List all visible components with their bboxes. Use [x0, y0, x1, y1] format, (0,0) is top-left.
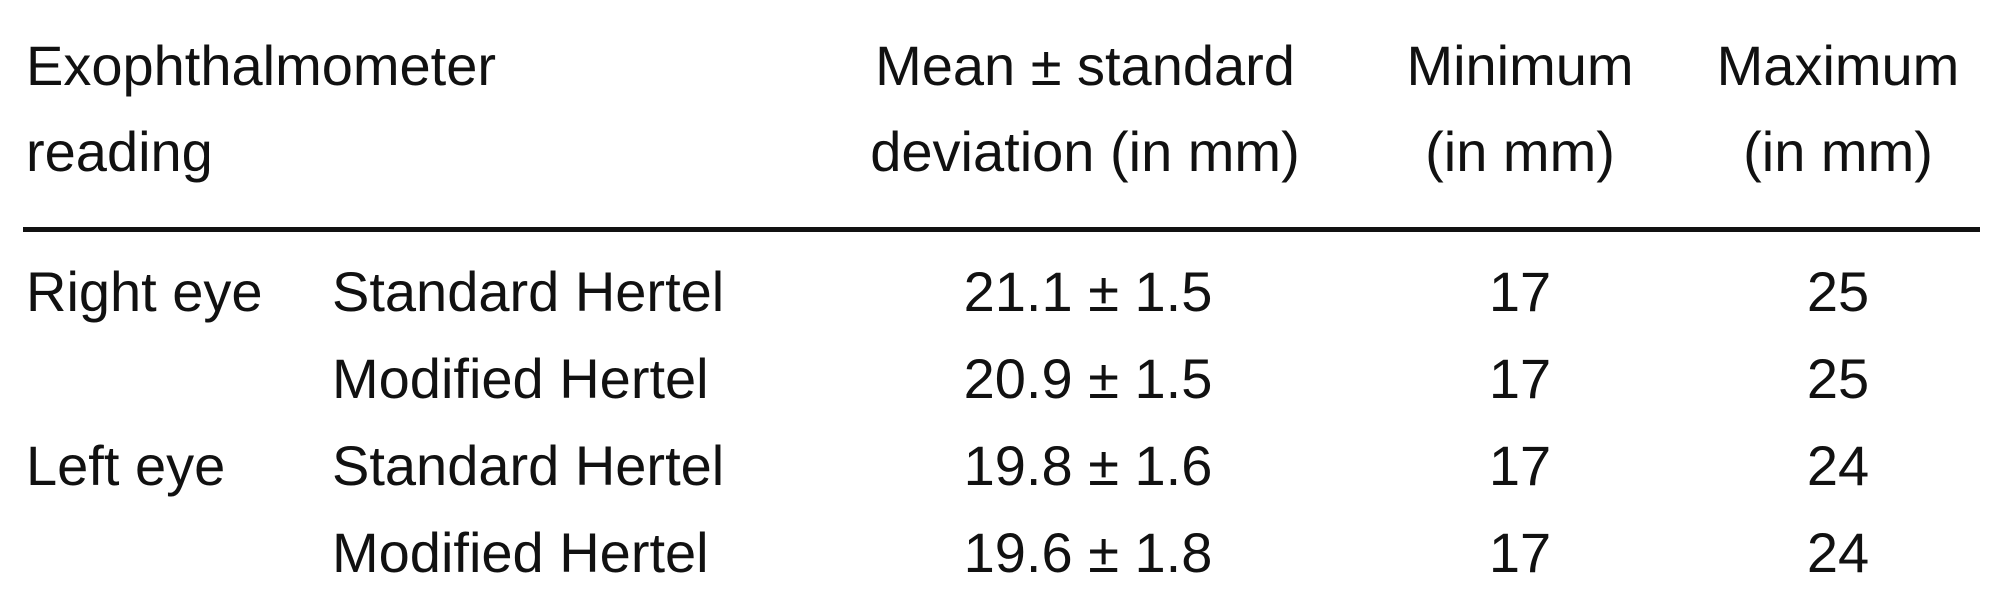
minimum-cell: 17 [1489, 347, 1551, 410]
maximum-cell: 24 [1807, 521, 1869, 584]
eye-label: Left eye [26, 434, 225, 497]
mean-sd-cell: 19.8 ± 1.6 [964, 434, 1213, 497]
header-cell: Mean ± standard [875, 34, 1295, 97]
method-label: Standard Hertel [332, 434, 724, 497]
header-cell: reading [26, 120, 213, 183]
minimum-cell: 17 [1489, 521, 1551, 584]
header-cell: Maximum [1717, 34, 1960, 97]
method-label: Modified Hertel [332, 347, 709, 410]
mean-sd-cell: 20.9 ± 1.5 [964, 347, 1213, 410]
header-cell: (in mm) [1425, 120, 1615, 183]
header-cell: Minimum [1406, 34, 1633, 97]
maximum-cell: 25 [1807, 260, 1869, 323]
header-cell: Exophthalmometer [26, 34, 496, 97]
header-cell: (in mm) [1743, 120, 1933, 183]
minimum-cell: 17 [1489, 260, 1551, 323]
method-label: Standard Hertel [332, 260, 724, 323]
maximum-cell: 24 [1807, 434, 1869, 497]
eye-label: Right eye [26, 260, 263, 323]
mean-sd-cell: 21.1 ± 1.5 [964, 260, 1213, 323]
maximum-cell: 25 [1807, 347, 1869, 410]
header-rule [23, 227, 1980, 232]
mean-sd-cell: 19.6 ± 1.8 [964, 521, 1213, 584]
minimum-cell: 17 [1489, 434, 1551, 497]
method-label: Modified Hertel [332, 521, 709, 584]
header-cell: deviation (in mm) [870, 120, 1299, 183]
